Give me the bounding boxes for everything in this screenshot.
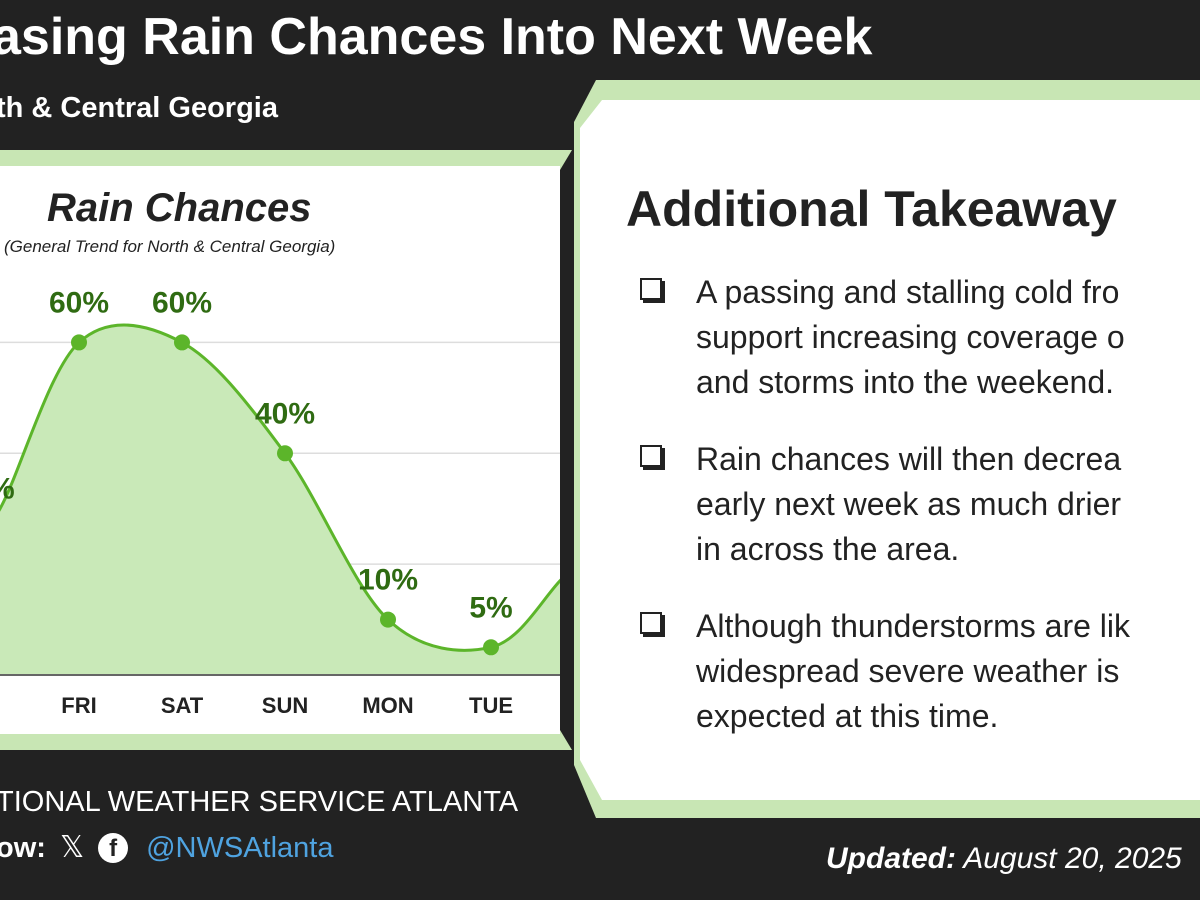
- follow-label: ow:: [0, 831, 46, 864]
- takeaway-title: Additional Takeaway: [626, 181, 1117, 237]
- data-point: [71, 334, 87, 351]
- x-tick-label: SUN: [262, 693, 308, 718]
- follow-row: ow: 𝕏 f @NWSAtlanta: [0, 828, 334, 868]
- takeaway-panel: [580, 100, 1200, 800]
- data-label: 5%: [469, 591, 512, 624]
- x-tick-label: TUE: [469, 693, 513, 718]
- data-point: [380, 611, 396, 628]
- data-point: [277, 445, 293, 462]
- data-label: 40%: [255, 397, 315, 430]
- data-point: [174, 334, 190, 351]
- banner-subtitle: th & Central Georgia: [0, 92, 278, 124]
- data-label: 10%: [358, 564, 418, 597]
- x-logo-icon[interactable]: 𝕏: [59, 831, 85, 864]
- takeaway-text: Although thunderstorms are lik widesprea…: [696, 608, 1130, 734]
- takeaway-text: Rain chances will then decrea early next…: [696, 441, 1122, 567]
- footer-org-name: TIONAL WEATHER SERVICE ATLANTA: [0, 786, 519, 818]
- checkbox-icon: [640, 445, 662, 467]
- updated-date: August 20, 2025: [963, 842, 1182, 875]
- chart-title: Rain Chances: [47, 186, 312, 230]
- data-label: 60%: [49, 286, 109, 319]
- data-label: 60%: [152, 286, 212, 319]
- rain-chance-chart: 60% FRI 60% SAT 40% SUN 10% MON 5% TUE%: [0, 286, 560, 718]
- data-label-partial: %: [0, 473, 15, 506]
- social-handle-link[interactable]: @NWSAtlanta: [146, 831, 334, 864]
- checkbox-icon: [640, 278, 662, 300]
- takeaway-item: Rain chances will then decrea early next…: [640, 437, 1200, 572]
- x-tick-label: FRI: [61, 693, 96, 718]
- area-fill: [0, 324, 560, 675]
- checkbox-icon: [640, 612, 662, 634]
- data-point: [483, 639, 499, 656]
- banner-title: asing Rain Chances Into Next Week: [0, 8, 873, 66]
- takeaway-text: A passing and stalling cold fro support …: [696, 274, 1125, 400]
- takeaway-item: Although thunderstorms are lik widesprea…: [640, 604, 1200, 739]
- facebook-icon[interactable]: f: [98, 833, 129, 863]
- takeaway-list: A passing and stalling cold fro support …: [640, 270, 1200, 771]
- takeaway-item: A passing and stalling cold fro support …: [640, 270, 1200, 405]
- updated-timestamp: Updated: August 20, 2025: [826, 842, 1182, 876]
- chart-subtitle: (General Trend for North & Central Georg…: [4, 237, 336, 256]
- x-tick-label: MON: [362, 693, 413, 718]
- updated-label: Updated:: [826, 842, 956, 875]
- x-tick-label: SAT: [161, 693, 204, 718]
